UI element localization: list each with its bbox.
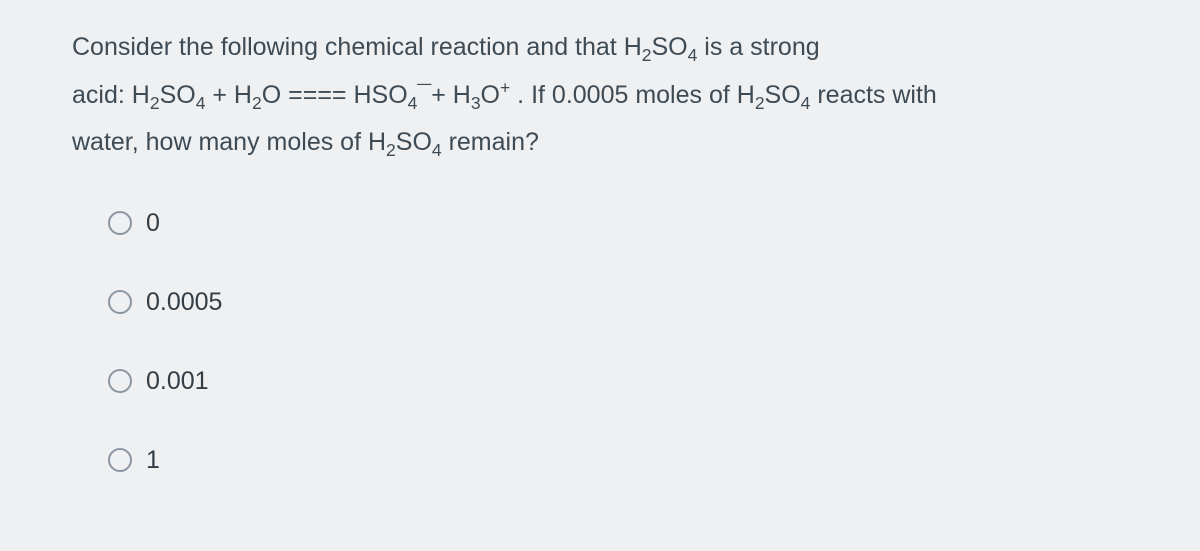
option-label: 0.0005 (146, 288, 222, 317)
q-text-part: reacts with (810, 81, 936, 109)
option-label: 0 (146, 209, 160, 238)
formula-h2so4: H2SO4 (132, 81, 206, 109)
q-text-part: + (205, 81, 234, 109)
question-text: Consider the following chemical reaction… (72, 24, 1140, 167)
formula-h3oplus: H3O+ (453, 81, 510, 109)
radio-icon[interactable] (108, 369, 132, 393)
q-text-part: ==== (281, 81, 353, 109)
q-text-part: remain? (442, 128, 539, 156)
formula-hso4minus: HSO4¯ (353, 81, 431, 109)
radio-icon[interactable] (108, 290, 132, 314)
formula-h2so4: H2SO4 (368, 128, 442, 156)
option-label: 0.001 (146, 367, 209, 396)
formula-h2so4: H2SO4 (737, 81, 811, 109)
formula-h2so4: H2SO4 (624, 33, 698, 61)
option-0[interactable]: 0 (108, 209, 1140, 238)
q-text-part: is a strong (697, 33, 819, 61)
option-3[interactable]: 1 (108, 446, 1140, 475)
radio-icon[interactable] (108, 448, 132, 472)
q-text-part: . If 0.0005 moles of (510, 81, 737, 109)
options-list: 0 0.0005 0.001 1 (72, 209, 1140, 475)
question-container: Consider the following chemical reaction… (0, 0, 1200, 475)
option-1[interactable]: 0.0005 (108, 288, 1140, 317)
option-2[interactable]: 0.001 (108, 367, 1140, 396)
q-text-part: acid: (72, 81, 132, 109)
q-text-part: + (431, 81, 453, 109)
q-text-part: Consider the following chemical reaction… (72, 33, 624, 61)
option-label: 1 (146, 446, 160, 475)
q-text-part: water, how many moles of (72, 128, 368, 156)
radio-icon[interactable] (108, 211, 132, 235)
formula-h2o: H2O (234, 81, 281, 109)
